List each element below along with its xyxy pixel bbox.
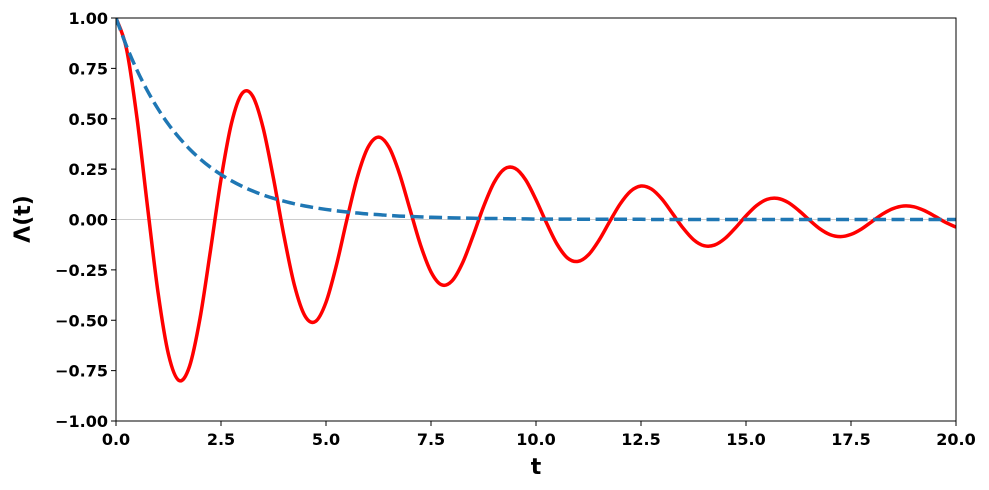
x-tick-label: 0.0 <box>102 430 130 449</box>
x-tick-label: 5.0 <box>312 430 340 449</box>
y-tick-label: 0.75 <box>69 59 108 78</box>
series-line <box>116 18 956 222</box>
x-tick-label: 17.5 <box>831 430 870 449</box>
y-tick-label: 1.00 <box>69 9 108 28</box>
x-tick-label: 10.0 <box>516 430 555 449</box>
y-tick-label: 0.50 <box>69 110 108 129</box>
y-tick-label: 0.00 <box>69 211 108 230</box>
y-axis-label: Λ(t) <box>11 195 36 243</box>
y-tick-label: −0.75 <box>55 362 108 381</box>
x-axis-label: t <box>531 455 542 480</box>
tick-layer: 0.0 2.5 5.0 7.5 10.0 12.5 15.0 17.5 20.0 −1.00 −0.… <box>55 9 976 449</box>
y-tick-label: −1.00 <box>55 412 108 431</box>
x-tick-label: 7.5 <box>417 430 445 449</box>
line-layer <box>116 18 956 383</box>
y-tick-label: 0.25 <box>69 160 108 179</box>
x-tick-label: 20.0 <box>936 430 975 449</box>
y-tick-label: −0.50 <box>55 311 108 330</box>
y-tick-label: −0.25 <box>55 261 108 280</box>
x-tick-label: 2.5 <box>207 430 235 449</box>
series-line <box>116 18 956 383</box>
x-tick-label: 15.0 <box>726 430 765 449</box>
x-tick-label: 12.5 <box>621 430 660 449</box>
